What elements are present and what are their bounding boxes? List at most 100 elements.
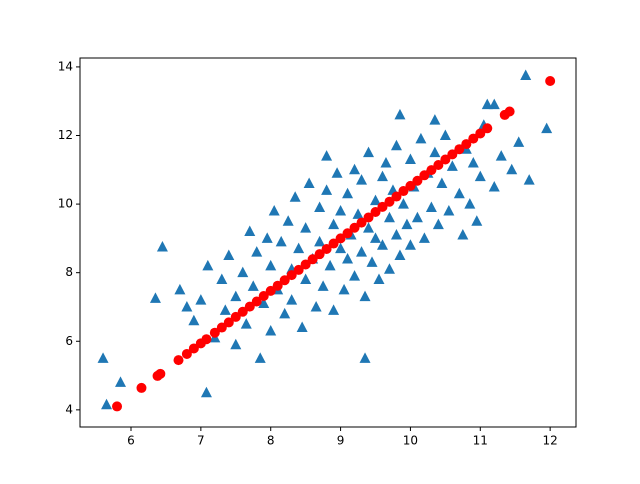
triangle-point — [200, 386, 212, 398]
triangle-point — [97, 352, 109, 363]
triangle-point — [230, 338, 242, 350]
triangle-point — [541, 122, 553, 134]
triangle-point — [149, 292, 161, 303]
circle-point — [356, 217, 367, 228]
y-tick-label: 14 — [58, 59, 73, 73]
triangle-point — [506, 163, 518, 175]
x-tick-label: 10 — [403, 434, 418, 448]
circle-point — [328, 238, 339, 249]
circle-point — [321, 244, 332, 255]
triangle-point — [338, 283, 350, 295]
triangle-point — [293, 242, 305, 254]
x-tick-label: 8 — [267, 434, 275, 448]
triangle-point — [464, 198, 476, 209]
triangle-point — [115, 376, 127, 387]
triangle-point — [282, 215, 294, 226]
triangle-point — [429, 146, 441, 158]
triangle-point — [300, 222, 312, 233]
x-tick-label: 12 — [543, 434, 558, 448]
triangle-point — [275, 235, 287, 247]
circle-point — [181, 348, 192, 359]
y-tick-label: 12 — [58, 128, 73, 142]
triangle-point — [174, 283, 186, 295]
triangle-point — [513, 136, 525, 147]
triangle-point — [331, 167, 343, 178]
triangle-point — [261, 232, 273, 243]
triangle-point — [404, 239, 416, 250]
circle-point — [504, 106, 515, 117]
triangle-point — [156, 240, 168, 252]
circle-point — [307, 254, 318, 265]
triangle-point — [394, 249, 406, 261]
triangle-point — [383, 263, 395, 274]
triangle-point — [328, 304, 340, 315]
circle-point — [300, 259, 311, 270]
circle-point — [314, 249, 325, 260]
triangle-point — [429, 114, 441, 125]
triangle-point — [300, 273, 312, 285]
circle-point — [384, 196, 395, 207]
triangle-point — [446, 160, 458, 171]
triangle-point — [352, 208, 364, 219]
triangle-point — [296, 321, 308, 333]
triangle-point — [258, 297, 270, 309]
circle-point — [398, 186, 409, 197]
circle-point — [230, 311, 241, 322]
triangle-point — [254, 352, 266, 363]
triangle-point — [471, 215, 483, 226]
triangle-point — [321, 150, 333, 161]
circle-point — [272, 280, 283, 291]
triangle-point — [279, 307, 291, 319]
triangle-point — [268, 204, 280, 216]
triangle-point — [342, 252, 354, 264]
triangle-point — [363, 146, 375, 158]
triangle-point — [425, 201, 437, 213]
triangle-point — [376, 239, 388, 250]
triangle-point — [453, 187, 465, 199]
triangle-point — [481, 98, 493, 110]
triangle-point — [523, 174, 535, 185]
circle-point — [391, 191, 402, 202]
triangle-point — [342, 187, 354, 199]
triangle-point — [356, 174, 368, 185]
triangle-point — [324, 259, 336, 271]
triangle-point — [317, 280, 329, 291]
triangle-point — [240, 318, 252, 329]
triangle-point — [495, 150, 507, 161]
x-tick-label: 11 — [473, 434, 488, 448]
circle-point — [482, 123, 493, 134]
triangle-point — [418, 232, 430, 243]
triangle-point — [216, 273, 228, 285]
triangle-point — [411, 211, 423, 223]
circle-point — [419, 170, 430, 181]
triangle-point — [394, 108, 406, 120]
triangle-point — [373, 273, 385, 285]
circle-point — [258, 290, 269, 301]
triangle-point — [443, 204, 455, 216]
triangle-point — [181, 300, 193, 312]
circle-point — [293, 264, 304, 275]
y-tick-label: 4 — [65, 402, 73, 416]
circle-point — [405, 180, 416, 191]
triangle-point — [251, 246, 263, 257]
triangle-point — [439, 129, 451, 141]
y-tick-label: 10 — [58, 197, 73, 211]
triangle-point — [436, 177, 448, 189]
circle-point — [377, 201, 388, 212]
circle-point — [223, 317, 234, 328]
triangle-point — [335, 204, 347, 216]
triangle-point — [488, 98, 500, 110]
axes-frame — [79, 57, 577, 428]
x-tick-label: 9 — [337, 434, 345, 448]
circle-point — [412, 175, 423, 186]
triangle-point — [359, 352, 371, 363]
triangle-point — [195, 294, 207, 305]
circle-point — [342, 228, 353, 239]
circle-point — [440, 154, 451, 165]
triangle-point — [303, 177, 315, 189]
circle-point — [461, 139, 472, 150]
triangle-point — [335, 242, 347, 254]
triangle-point — [415, 132, 427, 144]
circle-point — [173, 355, 184, 366]
